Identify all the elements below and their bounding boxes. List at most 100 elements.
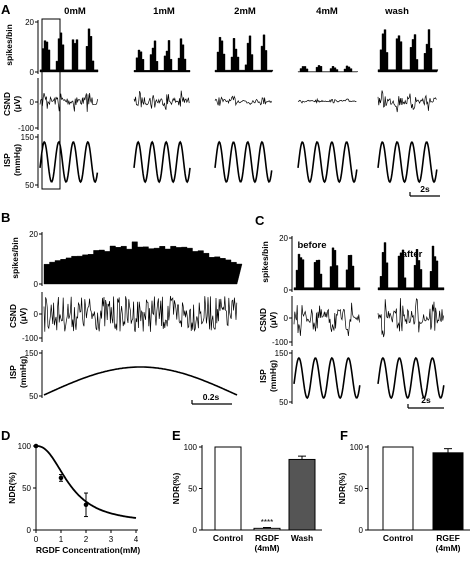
spike-histogram-2mM [214, 34, 274, 73]
isp-trace-4mM [297, 140, 358, 184]
panel-c: Cbeforeafter2000-10015050spikes/binCSND(… [255, 213, 445, 409]
f-ylabel: NDR(%) [337, 473, 347, 505]
d-x-tick-label: 1 [59, 535, 64, 544]
c-isp-ylabel-line: (mmHg) [268, 360, 278, 392]
c-isp-ylabel-line: ISP [258, 369, 268, 383]
d-y-tick-label: 50 [22, 484, 31, 493]
c-csnd-trace-after [377, 298, 444, 338]
isp-trace-0mM [39, 140, 99, 184]
c-isp-trace-after [377, 356, 445, 400]
a-csnd-axis-tick-label: -100 [18, 124, 35, 133]
csnd-trace-2mM [214, 95, 273, 107]
d-ylabel-line: NDR(%) [7, 472, 17, 504]
e-bar [253, 527, 281, 531]
a-spike-axis-tick-label: 0 [30, 68, 35, 77]
b-spike-histogram [43, 241, 243, 285]
c-csnd-axis-tick-label: 0 [284, 314, 289, 323]
e-category-label: Wash [291, 533, 313, 543]
e-y-tick-label: 0 [193, 526, 198, 535]
a-spike-ylabel: spikes/bin [4, 24, 14, 66]
panel-label-f: F [340, 428, 348, 443]
c-condition-label: after [402, 249, 423, 260]
f-y-tick-label: 50 [354, 485, 363, 494]
d-x-tick-label: 3 [109, 535, 114, 544]
b-isp-trace [43, 366, 238, 396]
b-isp-ylabel-line: ISP [8, 365, 18, 379]
e-significance-marker: **** [261, 518, 273, 527]
f-category-label: RGEF [436, 533, 460, 543]
b-isp-ylabel-line: (mmHg) [18, 356, 28, 388]
e-category-label: RGDF [255, 533, 279, 543]
b-spike-axis-tick-label: 20 [29, 230, 38, 239]
a-isp-ylabel-line: (mmHg) [12, 144, 22, 176]
b-csnd-ylabel-line: (μV) [18, 308, 28, 325]
panel-label-d: D [1, 428, 10, 443]
c-csnd-axis-tick-label: -100 [272, 338, 289, 347]
c-isp-ylabel: ISP (mmHg) [258, 360, 278, 392]
a-spike-ylabel-line: spikes/bin [4, 24, 14, 66]
b-scale-label: 0.2s [203, 392, 220, 402]
c-spike-ylabel: spikes/bin [260, 241, 270, 283]
csnd-trace-0mM [39, 92, 98, 112]
condition-label: wash [384, 6, 409, 17]
a-isp-ylabel: ISP (mmHg) [2, 144, 22, 176]
d-y-tick-label: 0 [27, 526, 32, 535]
panel-d: D 0 50 100 0 1 2 3 4 NDR(%) RGDF Concentration(mM) [1, 428, 140, 555]
e-ylabel: NDR(%) [171, 473, 181, 505]
csnd-trace-wash [377, 90, 437, 113]
condition-label: 4mM [316, 6, 338, 17]
spike-histogram-0mM [39, 28, 99, 73]
b-spike-axis-tick-label: 0 [34, 280, 39, 289]
b-csnd-trace [43, 295, 238, 333]
c-condition-label: before [297, 240, 326, 251]
c-spike-histogram-before [293, 247, 361, 291]
f-category-label: (4mM) [435, 543, 460, 553]
spike-histogram-4mM [297, 65, 359, 73]
a-isp-axis-tick-label: 150 [21, 133, 35, 142]
a-scale-label: 2s [420, 184, 430, 194]
csnd-trace-4mM [297, 97, 357, 104]
isp-trace-1mM [133, 140, 191, 184]
e-y-tick-label: 50 [188, 485, 197, 494]
panel-e: E 0 50 100 NDR(%) Control RGDF(4mM) Wash **** [171, 428, 322, 553]
highlight-box [41, 18, 61, 190]
b-isp-ylabel: ISP (mmHg) [8, 356, 28, 388]
d-data-point [58, 475, 64, 481]
b-isp-axis-tick-label: 150 [25, 349, 39, 358]
panel-label-c: C [255, 213, 265, 228]
e-ylabel-line: NDR(%) [171, 473, 181, 505]
condition-label: 0mM [64, 6, 86, 17]
isp-trace-wash [377, 140, 438, 184]
panel-f: F 0 50 100 NDR(%) Control RGEF(4mM) [337, 428, 470, 553]
e-bar [214, 446, 242, 531]
c-isp-trace-before [293, 356, 361, 400]
e-category-label: (4mM) [254, 543, 279, 553]
b-spike-ylabel: spikes/bin [10, 237, 20, 279]
a-isp-ylabel-line: ISP [2, 153, 12, 167]
c-csnd-ylabel-line: CSND [258, 308, 268, 332]
panel-label-a: A [1, 2, 11, 17]
condition-label: 2mM [234, 6, 256, 17]
spike-histogram-wash [377, 29, 439, 73]
f-bar [382, 446, 414, 531]
panel-b: B 20 0 0 -100 150 50 spikes/bin CSND (μV) ISP (mmHg… [1, 210, 243, 405]
f-y-tick-label: 0 [359, 526, 364, 535]
panel-label-b: B [1, 210, 10, 225]
d-x-tick-label: 2 [84, 535, 89, 544]
a-isp-axis-tick-label: 50 [25, 181, 34, 190]
e-bar [288, 458, 316, 531]
b-csnd-ylabel-line: CSND [8, 304, 18, 328]
e-category-label: Control [213, 533, 243, 543]
b-csnd-ylabel: CSND (μV) [8, 304, 28, 328]
csnd-trace-1mM [133, 90, 190, 110]
c-csnd-ylabel: CSND (μV) [258, 308, 278, 332]
isp-trace-2mM [214, 140, 273, 184]
f-ylabel-line: NDR(%) [337, 473, 347, 505]
a-csnd-ylabel-line: CSND [2, 92, 12, 116]
d-ylabel: NDR(%) [7, 472, 17, 504]
c-csnd-trace-before [293, 302, 360, 337]
b-isp-axis-tick-label: 50 [29, 392, 38, 401]
c-spike-axis-tick-label: 20 [279, 234, 288, 243]
condition-label: 1mM [153, 6, 175, 17]
